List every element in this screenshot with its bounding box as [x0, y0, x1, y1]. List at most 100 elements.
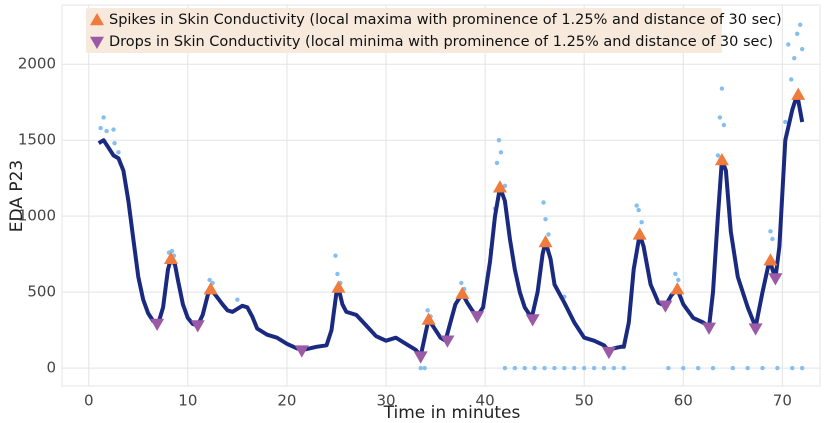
y-axis-label: EDA P23 [7, 160, 27, 232]
drop-marker [748, 323, 763, 336]
legend-label: Spikes in Skin Conductivity (local maxim… [109, 12, 782, 28]
raw-point [745, 365, 750, 371]
y-tick-label: 1000 [18, 207, 56, 225]
raw-point [795, 31, 800, 37]
raw-point [710, 365, 716, 371]
spike-marker [791, 87, 806, 100]
raw-point [422, 365, 427, 371]
drop-marker [601, 346, 616, 360]
raw-point [634, 203, 639, 208]
raw-point [235, 297, 240, 302]
raw-point [552, 365, 557, 371]
x-tick-label: 60 [674, 392, 693, 410]
raw-point [112, 141, 117, 146]
raw-point [104, 128, 109, 134]
spike-marker [714, 152, 729, 166]
raw-point [498, 150, 504, 155]
drop-marker [658, 300, 673, 313]
raw-point [768, 229, 773, 234]
spike-marker [455, 286, 470, 299]
drop-marker [525, 314, 540, 327]
drop-marker [440, 335, 455, 348]
raw-point [719, 86, 725, 91]
spike-marker [538, 234, 553, 248]
x-tick-label: 20 [277, 392, 296, 410]
drop-marker [413, 351, 428, 364]
drop-marker [470, 311, 485, 324]
raw-point [721, 122, 727, 128]
raw-point [783, 119, 788, 125]
raw-point [797, 22, 803, 27]
x-tick-label: 10 [178, 392, 197, 410]
drop-marker [150, 318, 165, 332]
raw-point [496, 138, 502, 143]
raw-point [792, 55, 797, 61]
raw-point [207, 277, 212, 283]
y-tick-label: 500 [27, 283, 56, 301]
drop-marker [702, 322, 717, 335]
raw-point [522, 365, 527, 371]
legend-marker [90, 13, 104, 26]
spike-marker [670, 282, 685, 295]
raw-point [333, 253, 338, 258]
raw-point [101, 115, 106, 120]
raw-point [581, 365, 587, 371]
legend-box [86, 8, 722, 53]
spike-marker [421, 312, 436, 325]
raw-point [666, 365, 671, 371]
raw-point [681, 365, 686, 371]
raw-point [601, 365, 607, 371]
y-tick-label: 2000 [18, 55, 56, 73]
raw-point [760, 365, 765, 371]
raw-point [673, 271, 678, 277]
raw-point [770, 236, 775, 242]
raw-point [639, 220, 644, 225]
raw-point [636, 207, 641, 213]
raw-point [730, 365, 736, 371]
x-axis-label: Time in minutes [383, 403, 521, 423]
raw-point [116, 150, 121, 155]
raw-point [169, 248, 175, 254]
raw-point [425, 308, 430, 313]
raw-point [715, 153, 721, 158]
raw-point [541, 200, 546, 205]
raw-point [621, 365, 627, 371]
raw-point [790, 365, 795, 371]
raw-point [542, 365, 547, 371]
raw-point [695, 365, 701, 371]
spike-marker [632, 227, 647, 240]
raw-point [512, 365, 518, 371]
raw-point [98, 125, 103, 131]
raw-point [572, 365, 577, 371]
x-tick-label: 70 [773, 392, 792, 410]
raw-point [717, 115, 723, 120]
y-tick-label: 1500 [18, 131, 56, 149]
x-tick-label: 50 [575, 392, 594, 410]
legend-label: Drops in Skin Conductivity (local minima… [109, 34, 773, 50]
x-tick-label: 40 [476, 392, 495, 410]
x-tick-label: 30 [376, 392, 395, 410]
raw-point [789, 77, 794, 82]
raw-point [418, 365, 423, 371]
raw-point [786, 42, 791, 47]
drop-marker [190, 320, 205, 333]
raw-point [562, 365, 567, 371]
raw-point [676, 277, 681, 283]
spike-marker [163, 251, 178, 264]
drop-marker [768, 273, 783, 286]
raw-point [111, 127, 116, 132]
raw-point [799, 365, 805, 371]
x-tick-label: 0 [84, 392, 94, 410]
raw-point [502, 365, 508, 371]
raw-point [799, 46, 805, 52]
raw-point [775, 365, 780, 371]
raw-point [532, 365, 537, 371]
raw-point [546, 232, 551, 237]
raw-point [502, 183, 508, 188]
raw-point [494, 160, 500, 166]
y-tick-label: 0 [46, 359, 56, 377]
spike-marker [331, 280, 346, 293]
spike-marker [492, 180, 507, 193]
raw-point [459, 280, 464, 286]
